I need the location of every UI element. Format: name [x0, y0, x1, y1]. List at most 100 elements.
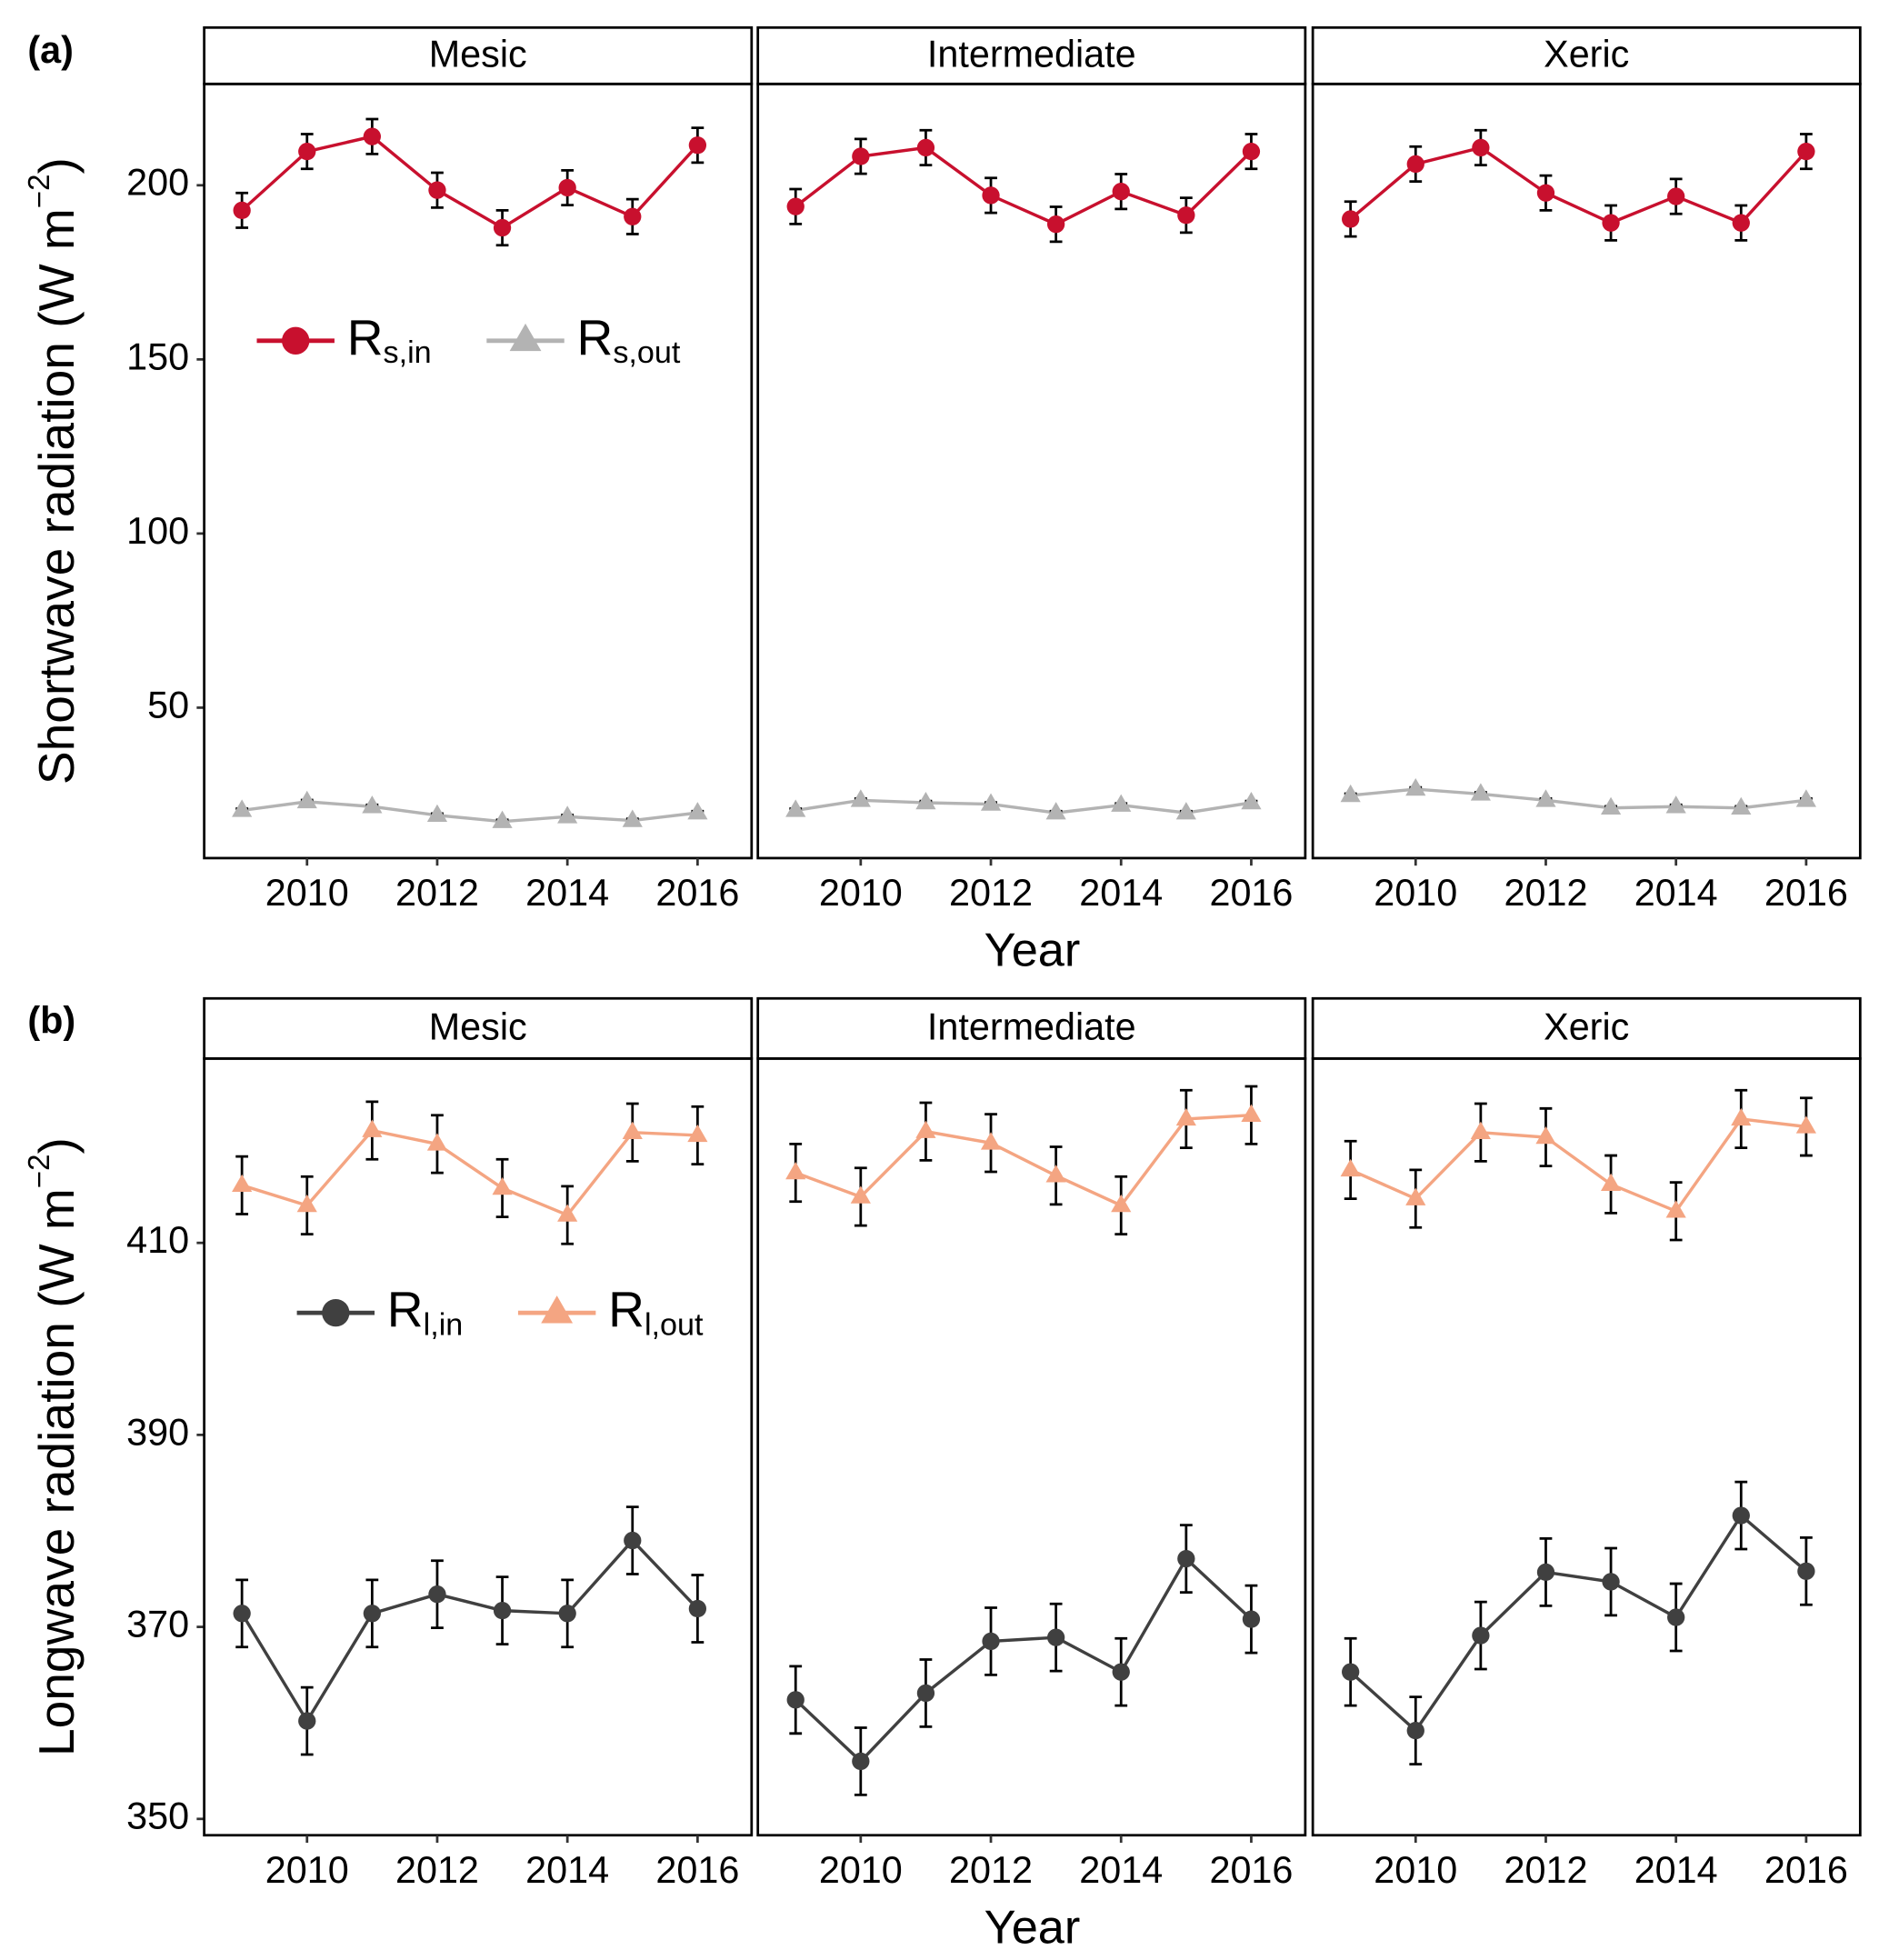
x-tick-label: 2012 [1504, 872, 1588, 914]
legend-label: Rl,in [387, 1281, 463, 1343]
x-tick-label: 2012 [395, 872, 479, 914]
point [426, 804, 448, 823]
point [850, 1185, 871, 1204]
series-line [795, 145, 1253, 226]
y-tick-label: 410 [126, 1219, 189, 1261]
point [493, 218, 512, 237]
facet-title: Mesic [429, 1006, 527, 1048]
y-tick-label: 100 [126, 510, 189, 552]
point [1602, 214, 1620, 232]
x-tick-label: 2014 [1634, 1849, 1718, 1891]
strip [1311, 996, 1862, 1060]
facet-title: Intermediate [927, 34, 1136, 75]
point [1342, 1663, 1360, 1681]
point [1046, 1628, 1065, 1646]
legend-label: Rl,out [608, 1281, 704, 1343]
point [1175, 802, 1196, 820]
point [916, 1684, 935, 1703]
point [1600, 1173, 1622, 1191]
x-tick-label: 2016 [1209, 872, 1293, 914]
x-tick-label: 2014 [1079, 1849, 1163, 1891]
point [1111, 1194, 1132, 1213]
panel-frame [756, 1057, 1307, 1837]
point [1340, 1158, 1361, 1177]
point [1405, 1187, 1426, 1205]
series-line [1349, 1117, 1807, 1214]
y-tick-label: 370 [126, 1604, 189, 1645]
legend-marker [322, 1298, 350, 1327]
facet-title: Mesic [429, 34, 527, 75]
point [1112, 183, 1130, 201]
x-tick-label: 2010 [1374, 872, 1457, 914]
x-axis-label: Year [984, 924, 1081, 976]
point [1045, 802, 1066, 820]
point [622, 1121, 643, 1139]
point [1406, 155, 1424, 174]
point [688, 1599, 707, 1618]
panel-frame [1311, 1057, 1862, 1837]
point [1795, 789, 1816, 807]
point [233, 1605, 251, 1623]
series-line [795, 1555, 1253, 1764]
point [1732, 214, 1750, 232]
facet-title: Xeric [1544, 1006, 1629, 1048]
point [916, 138, 935, 157]
point [493, 1601, 512, 1620]
point [1405, 778, 1426, 796]
point [786, 1691, 805, 1709]
point [1111, 794, 1132, 812]
point [1665, 1200, 1686, 1218]
point [1795, 1115, 1816, 1134]
point [1241, 791, 1262, 810]
point [1600, 796, 1622, 815]
x-tick-label: 2016 [655, 872, 739, 914]
x-tick-label: 2012 [949, 872, 1033, 914]
point [624, 207, 642, 225]
x-tick-label: 2010 [819, 1849, 903, 1891]
x-tick-label: 2010 [819, 872, 903, 914]
facet-title: Intermediate [927, 1006, 1136, 1048]
y-tick-label: 50 [147, 684, 189, 725]
point [1731, 796, 1752, 815]
point [1045, 1165, 1066, 1183]
point [428, 181, 446, 199]
x-tick-label: 2014 [1634, 872, 1718, 914]
y-axis-label: Longwave radiation (W m−2) [23, 1137, 85, 1756]
panel-frame [203, 82, 754, 860]
x-tick-label: 2010 [265, 872, 349, 914]
x-tick-label: 2016 [1764, 872, 1848, 914]
point [980, 793, 1002, 811]
point [1046, 215, 1065, 234]
point [1602, 1573, 1620, 1591]
strip [203, 996, 754, 1060]
point [558, 178, 576, 197]
series-line [1350, 787, 1807, 810]
point [298, 1712, 316, 1730]
point [1342, 210, 1360, 228]
point [1535, 789, 1556, 807]
point [1731, 1107, 1752, 1126]
panel-frame [756, 82, 1307, 860]
point [296, 1194, 317, 1213]
point [1667, 1608, 1685, 1626]
point [1112, 1663, 1130, 1681]
point [1340, 784, 1361, 803]
point [232, 799, 253, 817]
point [1797, 142, 1815, 161]
point [1470, 783, 1491, 801]
strip [1311, 25, 1862, 85]
point [687, 1124, 708, 1143]
strip [203, 25, 754, 85]
y-tick-label: 150 [126, 335, 189, 377]
x-tick-label: 2016 [655, 1849, 739, 1891]
series-line [1349, 1513, 1808, 1734]
point [785, 799, 806, 817]
point [1535, 1125, 1556, 1145]
facet-title: Xeric [1544, 34, 1629, 75]
panel-frame [203, 1057, 754, 1837]
point [1241, 1104, 1262, 1122]
point [1177, 206, 1195, 225]
point [426, 1133, 448, 1151]
y-axis-label: Shortwave radiation (W m−2) [23, 157, 85, 785]
strip [756, 996, 1307, 1060]
